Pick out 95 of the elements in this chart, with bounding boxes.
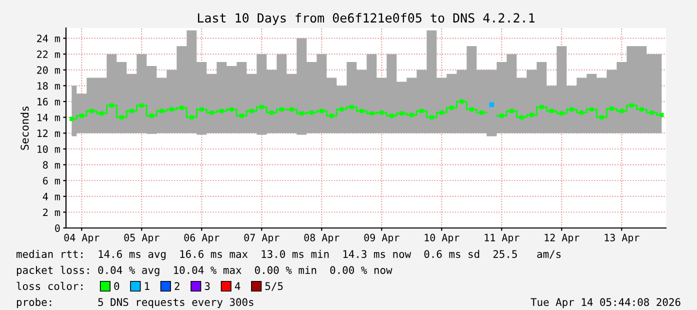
point <box>420 108 424 114</box>
point <box>380 110 384 115</box>
x-tick-label: 12 Apr <box>544 234 580 244</box>
point <box>220 108 224 114</box>
text: packet loss: 0.04 % avg 10.04 % max 0.00 % min 0.00 % now <box>16 266 392 276</box>
point <box>90 108 94 114</box>
point <box>430 115 434 120</box>
y-axis-title: Seconds <box>20 106 29 150</box>
point <box>350 104 354 110</box>
point <box>100 111 104 116</box>
point <box>390 114 394 118</box>
y-tick-label: 10 m <box>38 145 60 153</box>
point <box>230 107 234 112</box>
point <box>570 107 574 112</box>
point <box>470 107 474 112</box>
y-tick-label: 22 m <box>37 50 60 58</box>
point <box>590 107 594 112</box>
point <box>180 106 184 110</box>
point <box>190 115 194 120</box>
y-tick-label: 4 m <box>42 192 60 200</box>
x-tick-label: 10 Apr <box>424 234 460 244</box>
y-tick-label: 6 m <box>43 176 60 185</box>
x-tick-label: 08 Apr <box>304 234 340 244</box>
legend-label: 3 <box>204 282 210 290</box>
point <box>650 110 654 115</box>
point <box>340 107 344 112</box>
point <box>630 103 634 108</box>
y-tick-label: 8 m <box>43 161 60 169</box>
point <box>440 110 444 115</box>
y-tick-label: 2 m <box>43 208 60 216</box>
point <box>620 108 624 114</box>
legend-label: 5/5 <box>265 282 283 291</box>
y-tick-label: 20 m <box>37 66 60 74</box>
point <box>520 115 524 120</box>
chart-title: Last 10 Days from 0e6f121e0f05 to DNS 4.2.2.1 <box>198 12 534 26</box>
point <box>240 114 244 118</box>
point <box>530 112 534 118</box>
legend-label: 4 <box>234 282 240 290</box>
legend-label: 2 <box>174 282 180 290</box>
text: Tue Apr 14 05:44:08 2026 <box>530 298 680 308</box>
point <box>330 114 334 118</box>
point <box>260 104 264 110</box>
point <box>510 108 514 114</box>
point <box>170 107 174 112</box>
x-tick-label: 09 Apr <box>364 234 400 244</box>
text: probe: 5 DNS requests every 300s <box>16 298 254 308</box>
point <box>160 108 164 114</box>
x-tick-label: 13 Apr <box>604 234 640 244</box>
point <box>210 110 214 115</box>
point <box>290 107 294 112</box>
y-tick-label: 24 m <box>37 34 60 42</box>
x-tick-label: 06 Apr <box>184 234 220 244</box>
legend-label: 1 <box>145 282 150 290</box>
point <box>360 108 364 114</box>
point <box>550 108 554 114</box>
text: median rtt: 14.6 ms avg 16.6 ms max 13.0 ms min 14.3 ms now 0.6 ms sd 25.5 am/s <box>16 250 561 260</box>
point <box>320 108 324 114</box>
point <box>660 112 664 118</box>
point <box>600 115 604 120</box>
legend-label: 0 <box>114 282 120 290</box>
point <box>400 111 404 116</box>
point <box>270 110 274 115</box>
point <box>300 111 304 116</box>
y-tick-label: 14 m <box>38 114 60 122</box>
point <box>110 103 114 108</box>
point <box>560 111 564 116</box>
x-tick-label: 04 Apr <box>64 234 100 244</box>
point <box>310 110 314 115</box>
y-tick-label: 16 m <box>38 98 60 106</box>
point <box>140 103 144 108</box>
point <box>460 99 464 104</box>
point <box>580 110 584 115</box>
point <box>610 106 614 111</box>
point <box>540 104 544 110</box>
y-tick-label: 18 m <box>38 82 60 90</box>
point <box>640 107 644 112</box>
point <box>500 114 504 118</box>
text: loss color: <box>16 282 82 290</box>
y-tick-label: 12 m <box>38 130 60 137</box>
point <box>480 110 484 115</box>
point <box>410 112 414 118</box>
point <box>450 106 454 110</box>
point <box>200 107 204 112</box>
point <box>120 115 124 120</box>
x-tick-label: 07 Apr <box>244 234 280 244</box>
y-tick-label: 0 <box>55 224 60 232</box>
point <box>250 108 254 114</box>
point <box>130 108 134 114</box>
x-tick-label: 11 Apr <box>484 234 520 244</box>
point <box>150 114 154 118</box>
point <box>280 107 284 112</box>
point <box>80 114 84 118</box>
x-tick-label: 05 Apr <box>124 234 160 244</box>
point <box>370 111 374 116</box>
point <box>70 116 74 121</box>
